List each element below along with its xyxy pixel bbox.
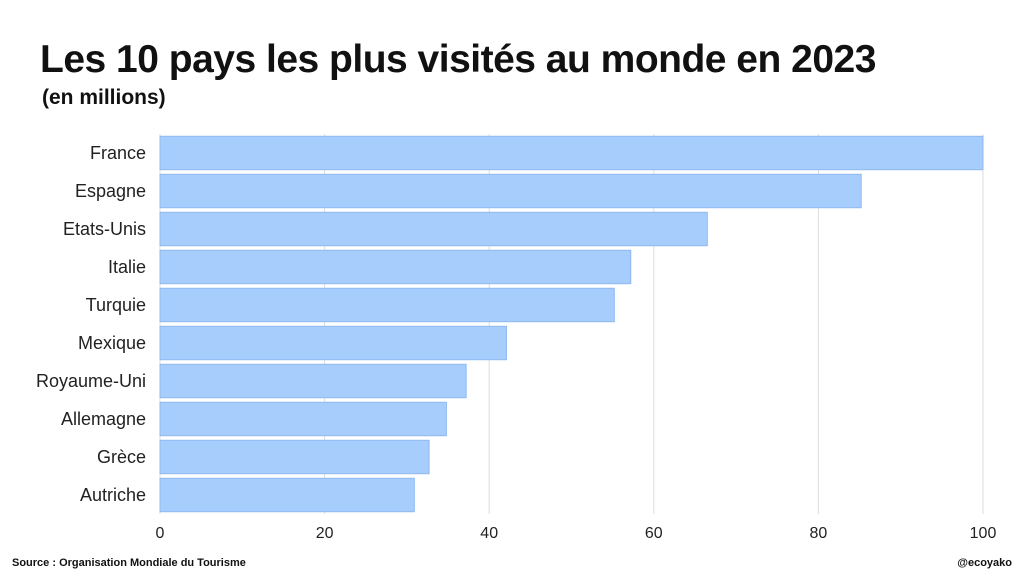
bar-france	[159, 135, 984, 171]
x-tick-label: 0	[156, 525, 165, 542]
category-label: Grèce	[97, 447, 146, 467]
bar-turquie	[159, 287, 615, 323]
bar-etats-unis	[159, 211, 708, 247]
source-note: Source : Organisation Mondiale du Touris…	[12, 557, 246, 569]
category-label: Turquie	[86, 295, 146, 315]
author-handle: @ecoyako	[957, 557, 1012, 569]
x-tick-label: 20	[316, 525, 334, 542]
bar-autriche	[159, 477, 415, 513]
bar-royaume-uni	[159, 363, 467, 399]
x-tick-label: 80	[810, 525, 828, 542]
category-label: Mexique	[78, 333, 146, 353]
category-label: Royaume-Uni	[36, 371, 146, 391]
chart-subtitle: (en millions)	[42, 86, 166, 109]
category-label: Autriche	[80, 485, 146, 505]
x-axis-ticks: 0 20 40 60 80 100	[156, 525, 997, 542]
x-tick-label: 40	[480, 525, 498, 542]
category-label: Italie	[108, 257, 146, 277]
category-labels: France Espagne Etats-Unis Italie Turquie Mexi…	[36, 143, 146, 505]
category-label: France	[90, 143, 146, 163]
bar-mexique	[159, 325, 507, 361]
category-label: Espagne	[75, 181, 146, 201]
bar-gr-ce	[159, 439, 430, 475]
bar-layer	[159, 135, 984, 513]
bar-espagne	[159, 173, 862, 209]
bar-allemagne	[159, 401, 447, 437]
x-tick-label: 60	[645, 525, 663, 542]
category-label: Etats-Unis	[63, 219, 146, 239]
chart-title: Les 10 pays les plus visités au monde en…	[40, 38, 876, 81]
x-tick-label: 100	[970, 525, 997, 542]
category-label: Allemagne	[61, 409, 146, 429]
bar-italie	[159, 249, 632, 285]
